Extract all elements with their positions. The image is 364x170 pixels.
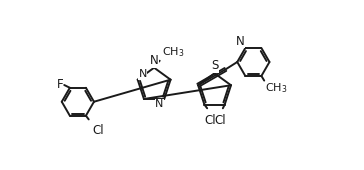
Text: CH$_3$: CH$_3$: [162, 45, 184, 59]
Text: Cl: Cl: [92, 124, 104, 137]
Text: F: F: [57, 79, 64, 91]
Text: S: S: [211, 59, 218, 72]
Text: Cl: Cl: [214, 114, 226, 127]
Text: N: N: [138, 69, 147, 79]
Text: Cl: Cl: [204, 114, 216, 127]
Text: CH$_3$: CH$_3$: [265, 82, 288, 95]
Text: N: N: [150, 54, 158, 67]
Text: N: N: [236, 35, 245, 48]
Text: N: N: [155, 99, 163, 109]
